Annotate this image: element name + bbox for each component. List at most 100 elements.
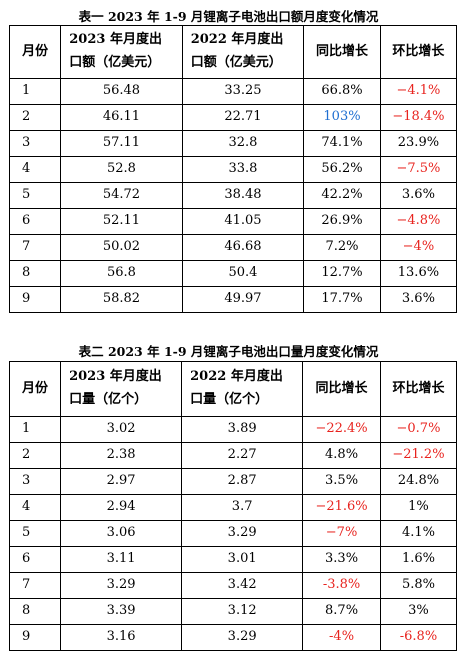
header-2022-value: 2022 年月度出 口额（亿美元） [181, 25, 305, 79]
table1-body: 1 56.48 33.25 66.8% −4.1% 2 46.11 22.71 103% −18.… [8, 78, 457, 313]
mom-cell: 24.8% [379, 468, 457, 495]
month-cell: 9 [8, 624, 62, 651]
table-row: 1 56.48 33.25 66.8% −4.1% [8, 78, 457, 105]
table-row: 7 50.02 46.68 7.2% −4% [8, 234, 457, 261]
table-row: 2 2.38 2.27 4.8% −21.2% [8, 442, 457, 469]
value-2023-cell: 57.11 [60, 130, 183, 157]
month-cell: 1 [8, 416, 62, 443]
month-cell: 4 [8, 156, 62, 183]
mom-cell: −18.4% [379, 104, 457, 131]
mom-cell: 4.1% [379, 520, 457, 547]
month-cell: 1 [8, 78, 62, 105]
value-2023-cell: 54.72 [60, 182, 183, 209]
value-2022-cell: 3.29 [181, 520, 304, 547]
month-cell: 6 [8, 546, 62, 573]
header-yoy: 同比增长 [303, 25, 381, 79]
value-2022-cell: 3.12 [181, 598, 304, 625]
header-2022-line2: 口量（亿个） [190, 392, 269, 407]
header-2023-line1: 2023 年月度出 [69, 369, 162, 385]
value-2023-cell: 3.39 [60, 598, 183, 625]
mom-cell: 13.6% [379, 260, 457, 287]
mom-cell: −21.2% [379, 442, 457, 469]
header-2022-line1: 2022 年月度出 [190, 32, 284, 48]
value-2022-cell: 49.97 [181, 286, 305, 313]
yoy-cell: 7.2% [303, 234, 381, 261]
mom-cell: -6.8% [379, 624, 457, 651]
header-yoy: 同比增长 [302, 361, 381, 417]
header-mom: 环比增长 [379, 25, 457, 79]
table-row: 6 52.11 41.05 26.9% −4.8% [8, 208, 457, 235]
value-2023-cell: 52.11 [60, 208, 183, 235]
mom-cell: −0.7% [379, 416, 457, 443]
month-cell: 3 [8, 468, 62, 495]
yoy-cell: 103% [303, 104, 381, 131]
yoy-cell: −21.6% [302, 494, 381, 521]
value-2022-cell: 3.89 [181, 416, 304, 443]
table-row: 4 52.8 33.8 56.2% −7.5% [8, 156, 457, 183]
value-2022-cell: 3.42 [181, 572, 304, 599]
mom-cell: 1% [379, 494, 457, 521]
value-2022-cell: 33.8 [181, 156, 305, 183]
value-2022-cell: 33.25 [181, 78, 305, 105]
value-2022-cell: 3.29 [181, 624, 304, 651]
value-2023-cell: 58.82 [60, 286, 183, 313]
value-2023-cell: 2.97 [60, 468, 183, 495]
mom-cell: 5.8% [379, 572, 457, 599]
table-row: 9 3.16 3.29 -4% -6.8% [8, 624, 457, 651]
value-2023-cell: 52.8 [60, 156, 183, 183]
value-2023-cell: 56.48 [60, 78, 183, 105]
header-month: 月份 [8, 25, 62, 79]
table-row: 9 58.82 49.97 17.7% 3.6% [8, 286, 457, 313]
value-2023-cell: 2.38 [60, 442, 183, 469]
mom-cell: −4.8% [379, 208, 457, 235]
header-2022-line1: 2022 年月度出 [190, 369, 283, 385]
value-2023-cell: 50.02 [60, 234, 183, 261]
yoy-cell: 3.3% [302, 546, 381, 573]
yoy-cell: -3.8% [302, 572, 381, 599]
mom-cell: 3% [379, 598, 457, 625]
month-cell: 3 [8, 130, 62, 157]
table2-header-row: 月份 2023 年月度出 口量（亿个） 2022 年月度出 口量（亿个） 同比增长 … [8, 361, 457, 417]
table-row: 7 3.29 3.42 -3.8% 5.8% [8, 572, 457, 599]
mom-cell: 3.6% [379, 182, 457, 209]
table-row: 5 3.06 3.29 −7% 4.1% [8, 520, 457, 547]
month-cell: 7 [8, 234, 62, 261]
month-cell: 9 [8, 286, 62, 313]
header-2023-value: 2023 年月度出 口额（亿美元） [60, 25, 183, 79]
month-cell: 7 [8, 572, 62, 599]
table1-header-row: 月份 2023 年月度出 口额（亿美元） 2022 年月度出 口额（亿美元） 同比增… [8, 25, 457, 79]
yoy-cell: 3.5% [302, 468, 381, 495]
header-2023-volume: 2023 年月度出 口量（亿个） [60, 361, 183, 417]
month-cell: 8 [8, 598, 62, 625]
mom-cell: −4% [379, 234, 457, 261]
value-2022-cell: 2.27 [181, 442, 304, 469]
header-month: 月份 [8, 361, 62, 417]
value-2023-cell: 3.16 [60, 624, 183, 651]
value-2023-cell: 3.02 [60, 416, 183, 443]
value-2022-cell: 41.05 [181, 208, 305, 235]
month-cell: 2 [8, 442, 62, 469]
month-cell: 8 [8, 260, 62, 287]
value-2023-cell: 46.11 [60, 104, 183, 131]
table2-caption: 表二 2023 年 1-9 月锂离子电池出口量月度变化情况 [78, 344, 379, 359]
table-row: 2 46.11 22.71 103% −18.4% [8, 104, 457, 131]
value-2022-cell: 46.68 [181, 234, 305, 261]
yoy-cell: 4.8% [302, 442, 381, 469]
header-mom: 环比增长 [379, 361, 457, 417]
yoy-cell: −7% [302, 520, 381, 547]
value-2023-cell: 3.11 [60, 546, 183, 573]
month-cell: 4 [8, 494, 62, 521]
yoy-cell: 74.1% [303, 130, 381, 157]
value-2022-cell: 3.01 [181, 546, 304, 573]
value-2022-cell: 32.8 [181, 130, 305, 157]
export-volume-table: 月份 2023 年月度出 口量（亿个） 2022 年月度出 口量（亿个） 同比增长 … [8, 361, 457, 651]
yoy-cell: 26.9% [303, 208, 381, 235]
table-row: 8 56.8 50.4 12.7% 13.6% [8, 260, 457, 287]
value-2022-cell: 2.87 [181, 468, 304, 495]
value-2022-cell: 50.4 [181, 260, 305, 287]
value-2023-cell: 2.94 [60, 494, 183, 521]
header-2023-line2: 口量（亿个） [69, 392, 148, 407]
table-row: 3 57.11 32.8 74.1% 23.9% [8, 130, 457, 157]
table-row: 8 3.39 3.12 8.7% 3% [8, 598, 457, 625]
header-2022-line2: 口额（亿美元） [190, 55, 282, 70]
